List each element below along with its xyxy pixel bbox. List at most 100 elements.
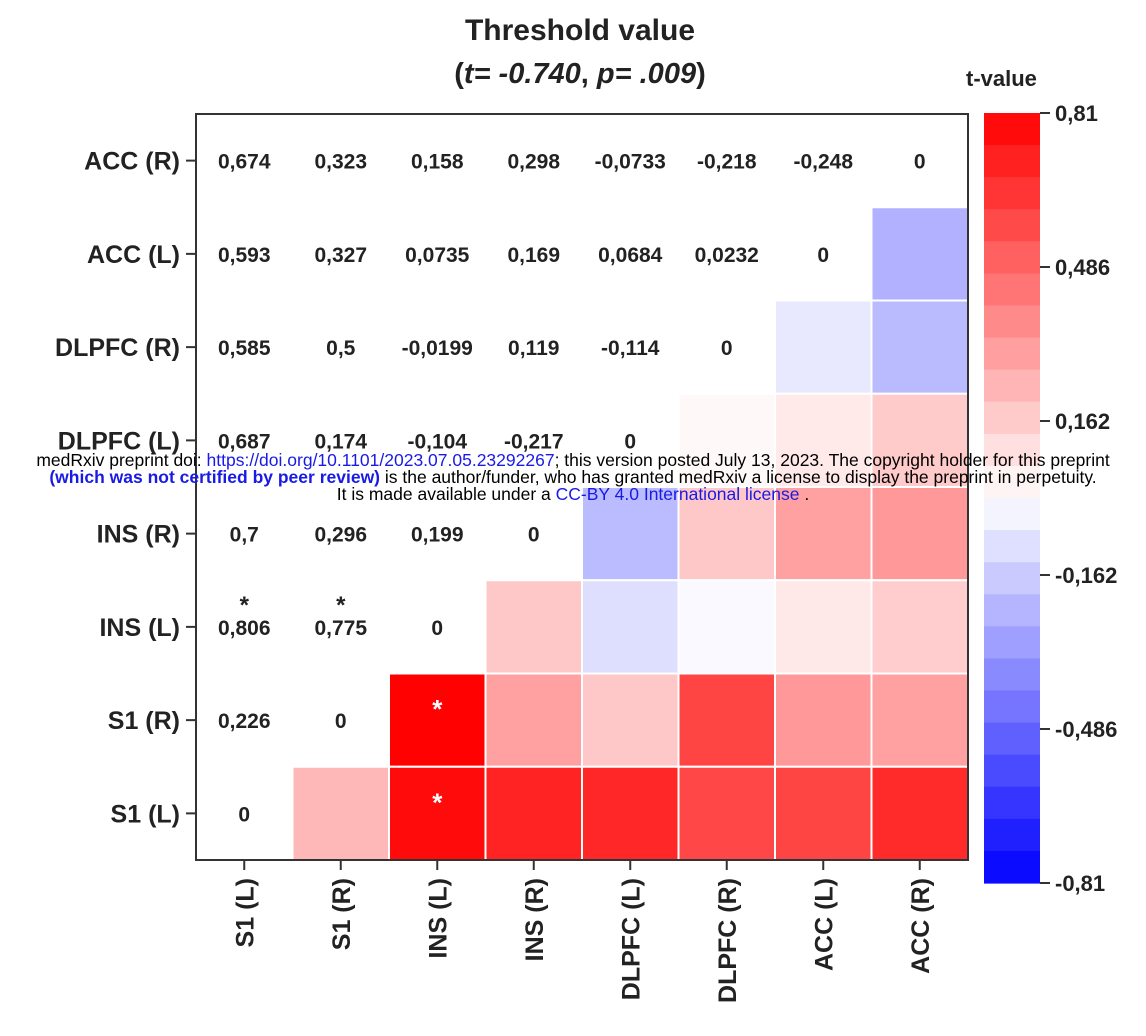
significance-star: * [432, 694, 443, 724]
colorbar-segment [984, 722, 1040, 756]
cell-value-label: 0,7 [230, 524, 259, 547]
cell-value-label: 0,199 [411, 524, 464, 547]
colorbar-tick-label: 0,162 [1055, 409, 1110, 434]
peer-review-note: (which was not certified by peer review) [49, 467, 381, 487]
colorbar-segment [984, 401, 1040, 435]
heatmap-cell [774, 579, 873, 675]
colorbar-segment [984, 850, 1040, 884]
cell-value-label: 0,687 [218, 430, 271, 453]
x-tick-label: INS (R) [521, 878, 549, 961]
heatmap-cell [870, 299, 969, 395]
cell-value-label: 0,158 [411, 151, 464, 174]
heatmap-cell [870, 392, 969, 488]
significance-star: * [432, 787, 443, 817]
y-tick-label: S1 (R) [108, 707, 180, 735]
cell-value-label: -0,0199 [402, 337, 473, 360]
colorbar-segment [984, 530, 1040, 563]
license-link[interactable]: CC-BY 4.0 International license [555, 484, 800, 504]
cell-value-label: -0,0733 [595, 151, 666, 174]
cell-value-label: -0,217 [504, 430, 564, 453]
cell-value-label: 0 [624, 430, 636, 453]
colorbar-segment [984, 369, 1040, 403]
heatmap-cell [291, 765, 390, 861]
cell-value-label: 0,674 [218, 151, 271, 174]
colorbar-tick-label: -0,162 [1055, 563, 1117, 588]
cell-value-label: 0,119 [508, 337, 559, 360]
cell-value-label: 0,323 [314, 151, 367, 174]
medrxiv-line-1: medRxiv preprint doi: https://doi.org/10… [0, 450, 1146, 470]
x-tick-label: INS (L) [424, 878, 452, 959]
doi-link[interactable]: https://doi.org/10.1101/2023.07.05.23292… [206, 450, 555, 470]
significance-star: * [336, 592, 346, 619]
colorbar-tick-label: -0,81 [1055, 871, 1105, 896]
colorbar-segment [984, 113, 1040, 146]
colorbar-segment [984, 177, 1040, 210]
colorbar-segment [984, 209, 1040, 242]
cell-value-label: 0,0232 [695, 244, 759, 267]
cell-value-label: 0,0684 [598, 244, 663, 267]
y-tick-label: INS (R) [97, 521, 180, 549]
cell-value-label: 0,0735 [405, 244, 470, 267]
cell-value-label: 0,174 [314, 430, 367, 453]
x-tick-label: DLPFC (L) [617, 878, 645, 1000]
cell-value-label: 0,169 [507, 244, 560, 267]
subtitle-close-paren: ) [696, 58, 706, 90]
x-tick-label: ACC (L) [810, 878, 838, 971]
subtitle-t-statistic: t= -0.740 [463, 58, 581, 90]
colorbar-segment [984, 658, 1040, 692]
colorbar-segment [984, 433, 1040, 467]
x-tick-label: S1 (R) [328, 878, 356, 950]
heatmap-cells [291, 206, 969, 861]
cell-value-label: 0 [335, 710, 347, 733]
y-tick-label: S1 (L) [111, 800, 180, 828]
license-statement: is the author/funder, who has granted me… [380, 467, 1097, 487]
x-tick-label: ACC (R) [907, 878, 935, 974]
heatmap-cell [484, 765, 583, 861]
chart-title: Threshold value [464, 14, 696, 47]
cell-value-label: -0,218 [697, 151, 757, 174]
heatmap-cell [677, 579, 776, 675]
medrxiv-watermark: medRxiv preprint doi: https://doi.org/10… [0, 450, 1146, 504]
x-tick-label: S1 (L) [231, 878, 259, 947]
license-prefix: It is made available under a [336, 484, 556, 504]
colorbar-segment [984, 273, 1040, 307]
heatmap-cell [870, 765, 969, 861]
colorbar-segment [984, 626, 1040, 660]
medrxiv-prefix: medRxiv preprint doi: [36, 450, 207, 470]
heatmap-cell [774, 672, 873, 768]
colorbar-segment [984, 337, 1040, 371]
heatmap-cell [774, 765, 873, 861]
cell-value-label: 0,226 [218, 710, 271, 733]
y-tick-label: INS (L) [99, 614, 180, 642]
cell-value-label: 0 [431, 617, 443, 640]
colorbar-tick-label: 0,486 [1055, 255, 1110, 280]
x-axis: S1 (L) S1 (R) INS (L) INS (R) DLPFC (L) DLPFC… [231, 860, 935, 1003]
heatmap-cell [581, 672, 680, 768]
y-tick-label: DLPFC (L) [58, 427, 180, 455]
heatmap-cell [677, 392, 776, 488]
subtitle-open-paren: ( [454, 58, 464, 90]
cell-value-label: 0,593 [218, 244, 271, 267]
license-suffix: . [799, 484, 810, 504]
cell-value-label: -0,248 [793, 151, 853, 174]
heatmap-cell [774, 299, 873, 395]
y-tick-label: ACC (R) [84, 148, 180, 176]
cell-value-label: 0,298 [507, 151, 560, 174]
heatmap-cell [677, 765, 776, 861]
cell-value-labels: 0,674 0,323 0,158 0,298 -0,0733 -0,218 -0,248 0… [218, 151, 926, 827]
cell-value-label: 0,775 [314, 617, 367, 640]
colorbar-segment [984, 305, 1040, 339]
cell-value-label: 0,5 [326, 337, 356, 360]
cell-value-label: 0 [528, 524, 540, 547]
colorbar-label: t-value [966, 66, 1037, 91]
plot-frame [195, 113, 969, 861]
heatmap-cell [581, 765, 680, 861]
chart-subtitle: (t= -0.740, p= .009) [300, 58, 860, 91]
cell-value-label: 0,296 [314, 524, 367, 547]
heatmap-cell [774, 486, 873, 582]
colorbar-segment [984, 498, 1040, 531]
colorbar-tick-label: -0,486 [1055, 717, 1117, 742]
subtitle-separator: , [580, 58, 597, 90]
colorbar-segment [984, 786, 1040, 820]
